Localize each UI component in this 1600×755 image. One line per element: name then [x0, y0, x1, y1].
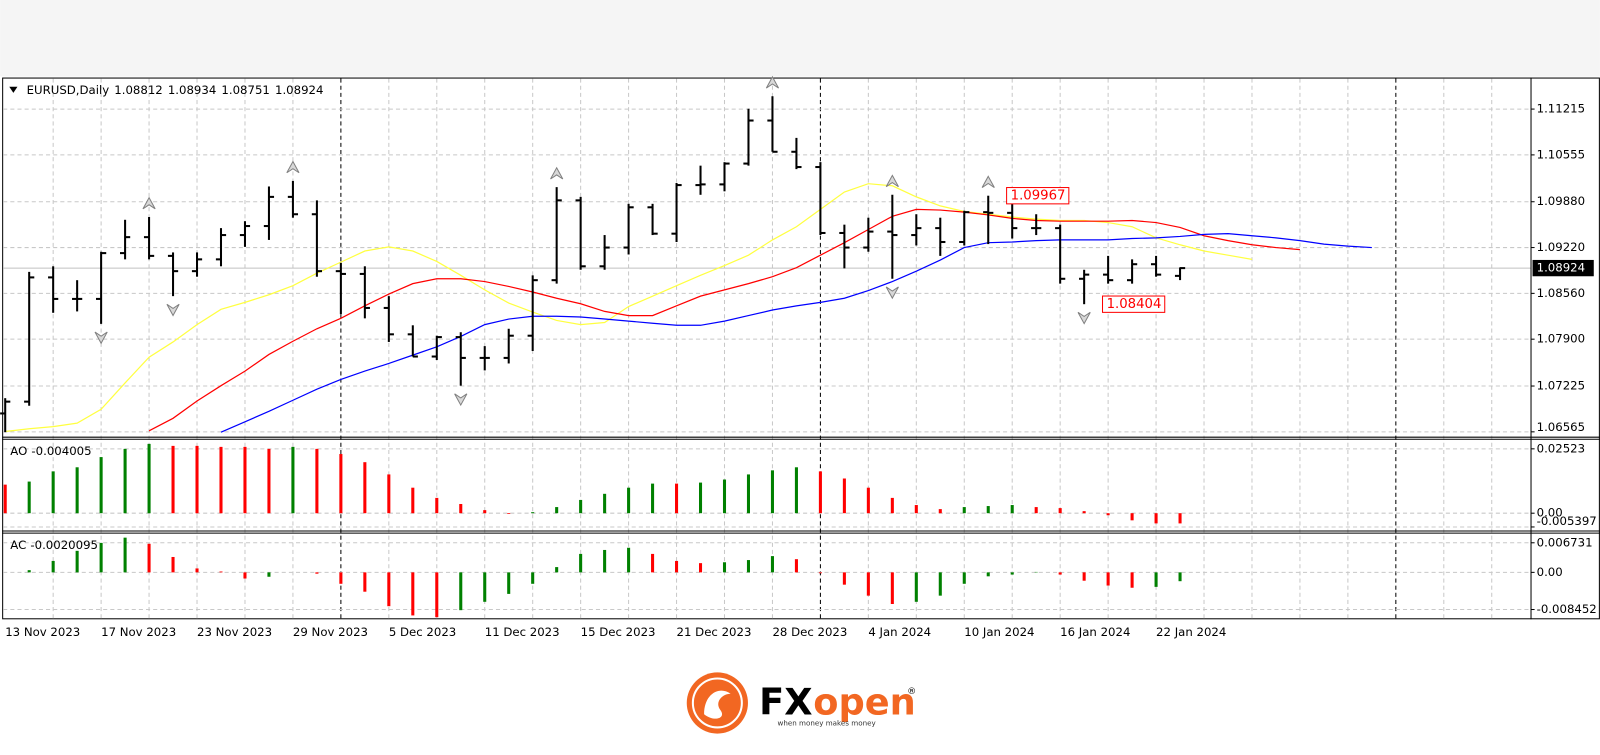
logo-tagline: when money makes money — [778, 718, 876, 727]
y-tick-label: -0.005397 — [1537, 514, 1597, 528]
chart-frame — [2, 77, 1600, 620]
chart-header: EURUSD,Daily 1.08812 1.08934 1.08751 1.08924 — [27, 82, 324, 96]
x-tick-label: 22 Jan 2024 — [1156, 625, 1226, 639]
fractal-up — [981, 175, 995, 188]
indicator-header: AO -0.004005 — [10, 443, 91, 457]
x-tick-label: 5 Dec 2023 — [389, 625, 456, 639]
x-tick-label: 11 Dec 2023 — [485, 625, 560, 639]
y-tick-label: 1.09220 — [1537, 240, 1585, 254]
indicator-value: -0.0020095 — [30, 537, 98, 551]
x-tick-label: 21 Dec 2023 — [677, 625, 752, 639]
fractal-down — [885, 286, 899, 300]
indicator-header: AC -0.0020095 — [10, 537, 98, 551]
indicator-line — [5, 183, 1253, 433]
fractal-down — [94, 331, 108, 345]
logo-registered: ® — [907, 686, 916, 697]
fractal-down — [454, 393, 468, 407]
price-label-box — [1006, 187, 1070, 205]
fractal-up — [550, 166, 564, 180]
y-tick-label: 0.00 — [1537, 565, 1563, 579]
indicator-value: -0.004005 — [31, 443, 91, 457]
indicator-name: AO — [10, 443, 27, 457]
logo: FX open ® when money makes money — [686, 672, 916, 734]
x-tick-label: 4 Jan 2024 — [868, 625, 931, 639]
price-label: 1.08404 — [1107, 297, 1162, 312]
header-low: 1.08751 — [221, 82, 269, 96]
y-tick-label: 1.06565 — [1537, 420, 1585, 434]
y-tick-label: 1.07225 — [1537, 379, 1585, 393]
fractal-down — [166, 303, 180, 317]
x-tick-label: 15 Dec 2023 — [581, 625, 656, 639]
y-tick-label: 1.08560 — [1537, 286, 1585, 300]
current-price-label: 1.08924 — [1537, 261, 1585, 275]
symbol: EURUSD,Daily — [27, 82, 110, 96]
price-label: 1.09967 — [1011, 189, 1066, 204]
x-tick-label: 17 Nov 2023 — [101, 625, 176, 639]
price-label-box — [1102, 295, 1166, 313]
logo-icon-ring — [691, 677, 743, 729]
y-tick-label: 1.11215 — [1537, 102, 1585, 116]
fractal-up — [765, 75, 780, 89]
x-tick-label: 13 Nov 2023 — [5, 625, 80, 639]
indicator-name: AC — [10, 537, 26, 551]
indicator-line — [148, 208, 1300, 432]
plot-layer: 1.11215 1.10555 1.09880 1.09220 1.08560 1.079… — [0, 75, 1597, 639]
y-tick-label: 1.09880 — [1537, 194, 1585, 208]
top-band — [0, 0, 1600, 77]
header-close: 1.08924 — [275, 82, 323, 96]
header-open: 1.08812 — [114, 82, 162, 96]
x-tick-label: 16 Jan 2024 — [1060, 625, 1130, 639]
fractal-up — [885, 174, 899, 188]
logo-open: open — [813, 680, 916, 723]
logo-fx: FX — [759, 680, 812, 723]
y-tick-label: 0.006731 — [1537, 535, 1593, 549]
fractal-down — [1077, 311, 1091, 325]
logo-icon-swirl — [704, 690, 731, 719]
y-tick-label: 1.07900 — [1537, 332, 1585, 346]
x-tick-label: 23 Nov 2023 — [197, 625, 272, 639]
y-tick-label: 0.00 — [1537, 506, 1563, 520]
x-tick-label: 29 Nov 2023 — [293, 625, 368, 639]
symbol-menu-arrow[interactable] — [9, 86, 18, 93]
y-tick-label: 1.10555 — [1537, 147, 1585, 161]
current-price-box — [1532, 259, 1594, 277]
y-tick-label: -0.008452 — [1537, 602, 1597, 616]
header-high: 1.08934 — [168, 82, 216, 96]
fractal-up — [286, 160, 300, 174]
bottom-band — [0, 647, 1600, 755]
y-tick-label: 0.02523 — [1537, 441, 1585, 455]
x-tick-label: 28 Dec 2023 — [772, 625, 847, 639]
x-tick-label: 10 Jan 2024 — [964, 625, 1034, 639]
fractal-up — [142, 196, 156, 210]
